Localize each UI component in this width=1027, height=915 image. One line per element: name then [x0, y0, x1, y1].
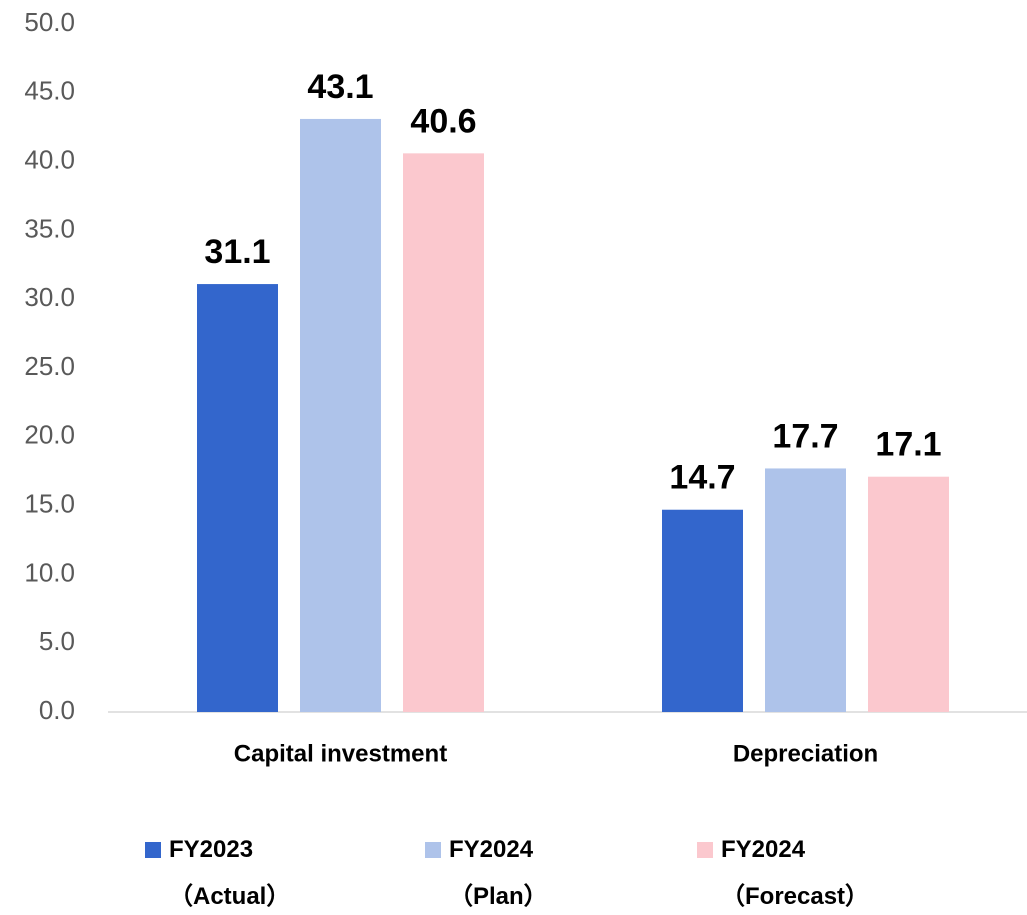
legend-item: FY2023 （Actual） [145, 826, 290, 915]
y-tick-label: 0.0 [39, 695, 75, 725]
data-label: 40.6 [410, 102, 476, 140]
bar [403, 153, 484, 712]
legend-label: FY2023 （Actual） [169, 836, 291, 910]
data-label: 14.7 [669, 459, 735, 497]
data-label: 31.1 [204, 233, 270, 271]
y-tick-label: 35.0 [24, 213, 75, 243]
y-tick-label: 15.0 [24, 488, 75, 518]
x-tick-label: Capital investment [234, 740, 447, 767]
legend-swatch [425, 842, 441, 858]
legend-item: FY2024 （Forecast） [697, 826, 869, 915]
y-tick-label: 50.0 [24, 7, 75, 37]
data-label: 43.1 [307, 68, 373, 106]
legend-swatch [697, 842, 713, 858]
bar [765, 468, 846, 712]
y-tick-label: 25.0 [24, 351, 75, 381]
bar [197, 284, 278, 712]
x-tick-label: Depreciation [733, 740, 878, 767]
y-tick-label: 10.0 [24, 557, 75, 587]
bar [868, 476, 949, 712]
legend-label: FY2024 （Forecast） [721, 836, 870, 910]
y-tick-label: 5.0 [39, 626, 75, 656]
legend-swatch [145, 842, 161, 858]
legend-item: FY2024 （Plan） [425, 826, 548, 915]
y-tick-label: 45.0 [24, 76, 75, 106]
legend-label: FY2024 （Plan） [449, 836, 548, 910]
data-label: 17.7 [772, 417, 838, 455]
y-tick-label: 30.0 [24, 282, 75, 312]
y-tick-label: 20.0 [24, 420, 75, 450]
data-label: 17.1 [875, 426, 941, 464]
bar [300, 118, 381, 713]
y-tick-label: 40.0 [24, 144, 75, 174]
bar [662, 509, 743, 712]
